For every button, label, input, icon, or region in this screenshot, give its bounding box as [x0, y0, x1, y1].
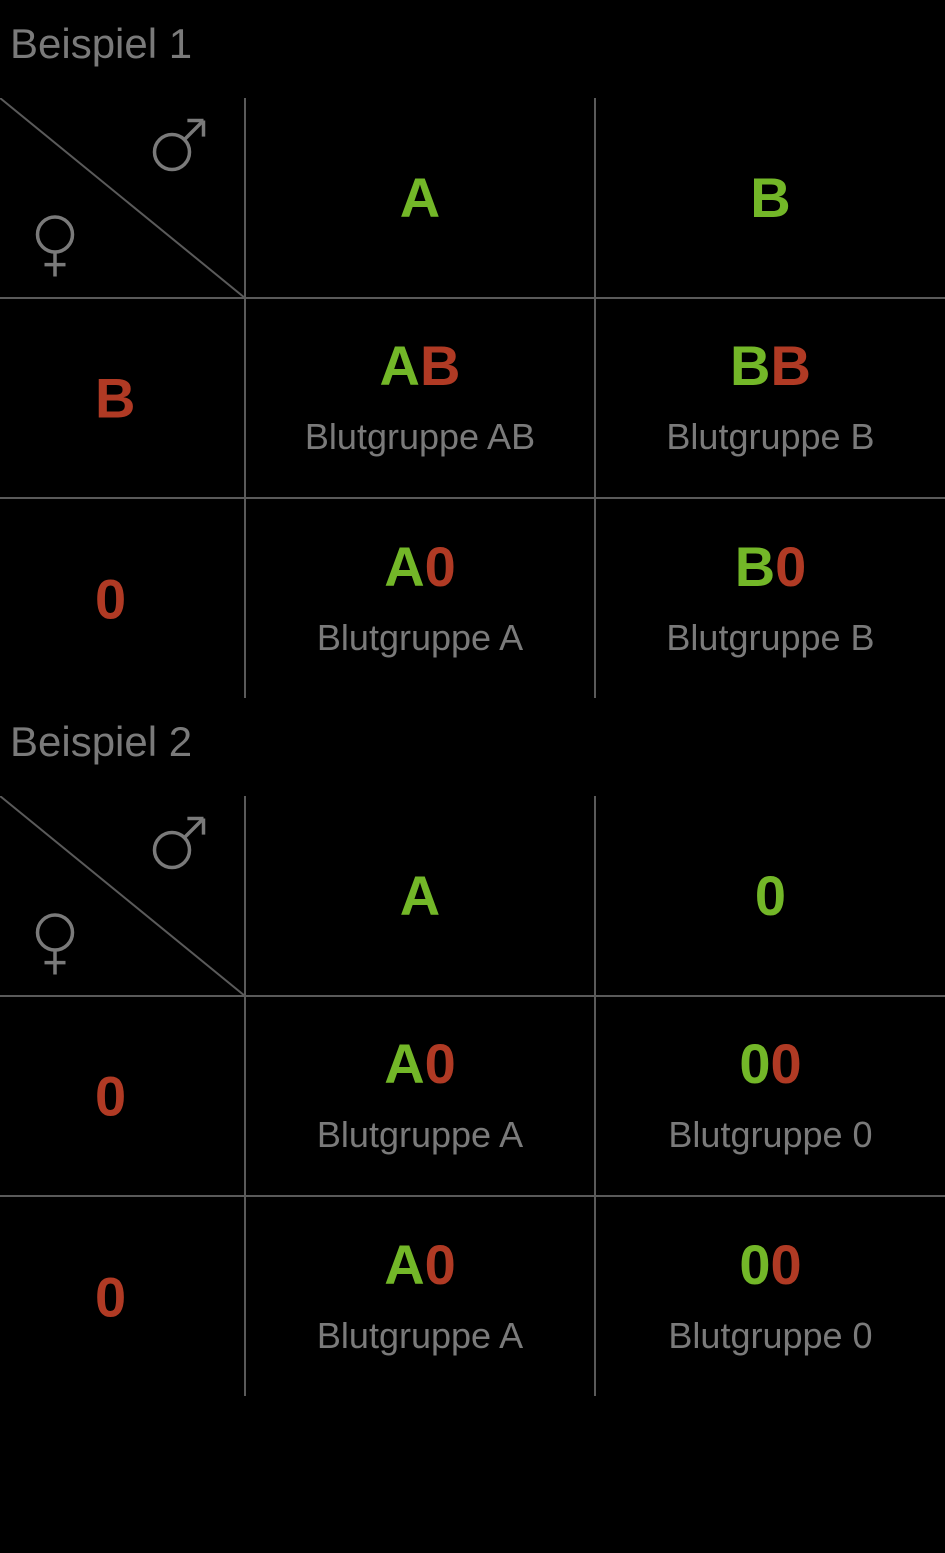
punnett-example-1: Beispiel 1ABBABBlutgruppe ABBBBlutgruppe…: [0, 0, 945, 698]
punnett-cell: 00 Blutgruppe 0: [595, 1196, 945, 1396]
phenotype: Blutgruppe 0: [668, 1114, 872, 1156]
allele: 0: [425, 1032, 456, 1095]
allele: A: [380, 334, 420, 397]
male-allele-header: A: [245, 796, 595, 996]
allele: B: [735, 535, 775, 598]
allele: B: [420, 334, 460, 397]
punnett-cell: 00 Blutgruppe 0: [595, 996, 945, 1196]
genotype: A0: [384, 1237, 456, 1293]
male-allele-header: A: [245, 98, 595, 298]
example-title: Beispiel 2: [0, 698, 945, 796]
phenotype: Blutgruppe A: [317, 1315, 523, 1357]
punnett-square: A00A0Blutgruppe A00Blutgruppe 00A0Blutgr…: [0, 796, 945, 1396]
male-icon: [144, 110, 214, 180]
allele: 0: [771, 1032, 802, 1095]
punnett-square: ABBABBlutgruppe ABBBBlutgruppe B0A0Blutg…: [0, 98, 945, 698]
punnett-cell: A0 Blutgruppe A: [245, 1196, 595, 1396]
phenotype: Blutgruppe AB: [305, 416, 535, 458]
allele: 0: [739, 1233, 770, 1296]
corner-cell: [0, 796, 245, 996]
phenotype: Blutgruppe 0: [668, 1315, 872, 1357]
female-icon: [20, 210, 90, 280]
female-allele-header: 0: [0, 498, 245, 698]
male-allele: B: [750, 166, 790, 229]
phenotype: Blutgruppe A: [317, 1114, 523, 1156]
punnett-cell: AB Blutgruppe AB: [245, 298, 595, 498]
female-allele: 0: [95, 1264, 126, 1329]
female-icon: [20, 908, 90, 978]
allele: B: [771, 334, 811, 397]
male-allele-header: B: [595, 98, 945, 298]
genotype: 00: [739, 1237, 801, 1293]
allele: 0: [425, 535, 456, 598]
male-symbol: [144, 110, 214, 185]
female-allele-header: 0: [0, 996, 245, 1196]
genotype: 00: [739, 1036, 801, 1092]
allele: 0: [739, 1032, 770, 1095]
genotype: A0: [384, 539, 456, 595]
example-title: Beispiel 1: [0, 0, 945, 98]
female-allele: 0: [95, 566, 126, 631]
phenotype: Blutgruppe B: [666, 617, 874, 659]
punnett-example-2: Beispiel 2A00A0Blutgruppe A00Blutgruppe …: [0, 698, 945, 1396]
male-allele: 0: [755, 864, 786, 927]
genotype: B0: [735, 539, 807, 595]
male-allele: A: [400, 166, 440, 229]
genotype: A0: [384, 1036, 456, 1092]
allele: 0: [775, 535, 806, 598]
allele: 0: [771, 1233, 802, 1296]
punnett-cell: A0 Blutgruppe A: [245, 996, 595, 1196]
corner-cell: [0, 98, 245, 298]
phenotype: Blutgruppe B: [666, 416, 874, 458]
male-allele: A: [400, 864, 440, 927]
allele: B: [730, 334, 770, 397]
punnett-cell: BB Blutgruppe B: [595, 298, 945, 498]
male-icon: [144, 808, 214, 878]
punnett-cell: B0 Blutgruppe B: [595, 498, 945, 698]
phenotype: Blutgruppe A: [317, 617, 523, 659]
allele: A: [384, 535, 424, 598]
female-allele-header: 0: [0, 1196, 245, 1396]
allele: 0: [425, 1233, 456, 1296]
female-symbol: [20, 210, 90, 285]
genotype: BB: [730, 338, 811, 394]
punnett-cell: A0 Blutgruppe A: [245, 498, 595, 698]
female-allele-header: B: [0, 298, 245, 498]
female-symbol: [20, 908, 90, 983]
female-allele: 0: [95, 1064, 126, 1129]
male-allele-header: 0: [595, 796, 945, 996]
allele: A: [384, 1032, 424, 1095]
allele: A: [384, 1233, 424, 1296]
genotype: AB: [380, 338, 461, 394]
male-symbol: [144, 808, 214, 883]
female-allele: B: [95, 366, 135, 431]
